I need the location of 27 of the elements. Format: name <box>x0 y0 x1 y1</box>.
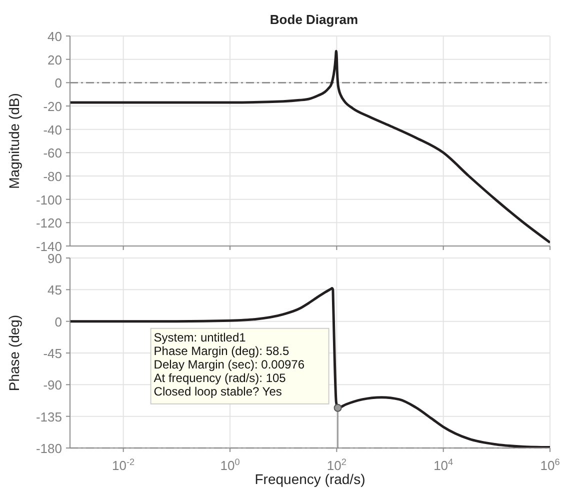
x-tick-label: 10$^{6}$ <box>540 457 560 473</box>
annotation: System: untitled1 Phase Margin (deg): 58.5 Delay Margin (sec): 0.00976 At frequency (rad/s): 105 Closed loop stable? Yes <box>154 330 305 398</box>
x-tick-label: 10$^{4}$ <box>434 457 454 473</box>
y-tick-label: -20 <box>43 99 62 114</box>
y-tick-label: -140 <box>36 239 62 254</box>
x-tick-label: 10$^{-2}$ <box>112 457 135 473</box>
y-tick-label: -120 <box>36 216 62 231</box>
y-tick-label: -40 <box>43 122 62 138</box>
y-tick-label: -80 <box>43 169 62 184</box>
y-tick-label: 0 <box>54 314 62 330</box>
y-tick-label: 90 <box>48 251 62 266</box>
y-tick-label: -45 <box>43 346 62 361</box>
x-tick-label: 10$^{0}$ <box>220 457 240 473</box>
y-tick-label: -60 <box>43 146 62 161</box>
y-tick-label: 40 <box>48 29 62 44</box>
y-axis-title: Magnitude (dB) <box>6 93 22 189</box>
chart-title: Bode Diagram <box>268 12 360 27</box>
y-tick-label: 45 <box>48 282 62 298</box>
y-axis-title: Phase (deg) <box>6 314 22 392</box>
y-tick-label: 20 <box>48 52 62 68</box>
x-axis-title: Frequency (rad/s) <box>254 471 366 487</box>
y-tick-label: -135 <box>36 409 62 424</box>
x-tick-label: 10$^{2}$ <box>326 457 346 473</box>
y-tick-label: -180 <box>36 441 62 456</box>
y-tick-label: -100 <box>36 192 62 208</box>
y-tick-label: -90 <box>43 378 62 393</box>
y-tick-label: 0 <box>54 76 62 91</box>
